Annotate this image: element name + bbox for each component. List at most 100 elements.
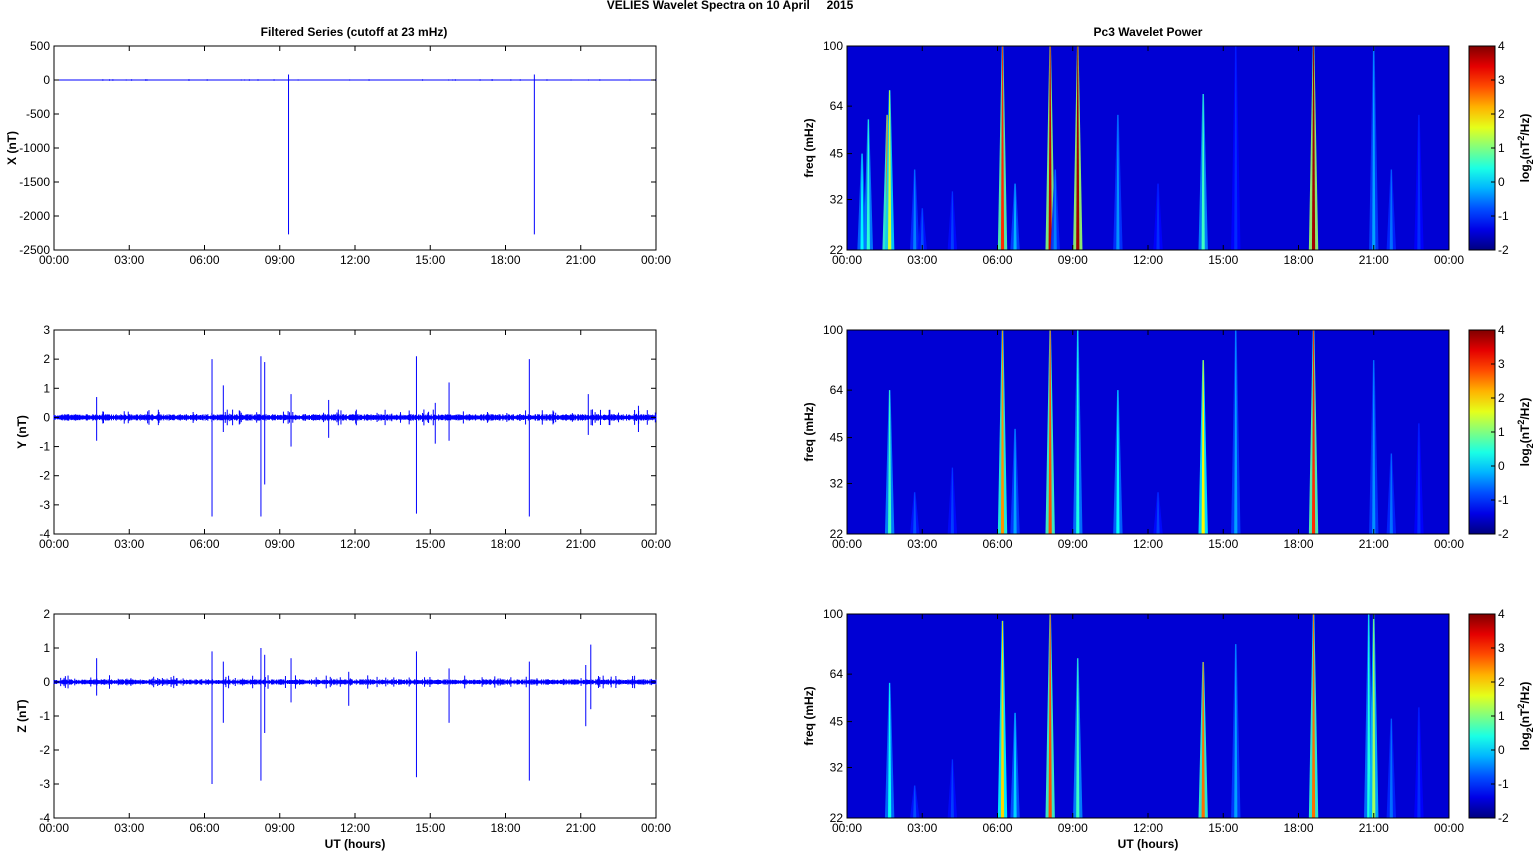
- spectrum-0-colorbar-tick-label: 0: [1498, 175, 1505, 189]
- series-1-y-tick-label: 0: [43, 410, 50, 424]
- series-1-y-axis-label: Y (nT): [15, 415, 29, 449]
- spectrum-0-streak: [1201, 94, 1205, 250]
- spectrum-0-streak: [1234, 46, 1238, 250]
- spectrum-0-streak: [1417, 114, 1421, 250]
- spectrum-1-x-tick-label: 09:00: [1058, 537, 1088, 551]
- spectrum-1-colorbar-label: log2(nT2/Hz): [1516, 398, 1535, 467]
- spectrum-1-colorbar-label-sup: 2: [1516, 420, 1526, 425]
- series-0-x-tick-label: 21:00: [566, 253, 596, 267]
- series-1-x-tick-label: 03:00: [114, 537, 144, 551]
- spectrum-0-streak: [1389, 169, 1393, 250]
- spectrum-0-colorbar-tick-label: 1: [1498, 141, 1505, 155]
- series-1-x-tick-label: 12:00: [340, 537, 370, 551]
- series-2-x-tick-label: 18:00: [490, 821, 520, 835]
- spectrum-0-y-tick-label: 100: [823, 39, 843, 53]
- spectrum-1-colorbar-tick-label: -2: [1498, 527, 1509, 541]
- series-1-y-tick-label: 3: [43, 323, 50, 337]
- spectrum-2-x-tick-label: 06:00: [982, 821, 1012, 835]
- spectrum-2-streak: [1389, 718, 1393, 818]
- spectrum-2-colorbar-tick-label: 0: [1498, 743, 1505, 757]
- spectrum-0-colorbar-tick-label: 3: [1498, 73, 1505, 87]
- series-0-axes-box: [53, 45, 657, 251]
- series-0-x-tick-label: 09:00: [265, 253, 295, 267]
- series-0-y-tick-label: -2000: [19, 209, 50, 223]
- series-2-x-tick-label: 12:00: [340, 821, 370, 835]
- spectrum-0-colorbar-tick-label: 2: [1498, 107, 1505, 121]
- spectrum-1-streak: [950, 467, 954, 534]
- spectrum-0-colorbar-label: log2(nT2/Hz): [1516, 114, 1535, 183]
- spectrum-2-x-tick-label: 00:00: [1434, 821, 1464, 835]
- spectrum-1-streak: [1116, 390, 1120, 534]
- spectrum-1-colorbar-label-part: /Hz): [1518, 398, 1532, 420]
- series-0-x-tick-label: 06:00: [189, 253, 219, 267]
- spectrum-0-streak: [950, 191, 954, 250]
- spectrum-1-background: [847, 330, 1449, 534]
- spectrum-1-streak: [1389, 453, 1393, 534]
- series-0-y-axis-label: X (nT): [5, 131, 19, 165]
- spectrum-2-x-tick-label: 03:00: [907, 821, 937, 835]
- spectrum-1-x-tick-label: 00:00: [832, 537, 862, 551]
- spectrum-2-colorbar-label-part: log: [1518, 732, 1532, 750]
- spectrum-0-streak: [1053, 169, 1057, 250]
- spectrum-2-streak: [1372, 614, 1376, 818]
- spectrum-0-streak: [920, 208, 924, 250]
- series-2-y-axis-label: Z (nT): [15, 699, 29, 732]
- series-2-x-tick-label: 03:00: [114, 821, 144, 835]
- spectrum-2-colorbar-tick-label: -1: [1498, 777, 1509, 791]
- series-1-y-tick-label: 1: [43, 381, 50, 395]
- series-1-y-tick-label: -3: [39, 498, 50, 512]
- spectrum-0-x-tick-label: 21:00: [1359, 253, 1389, 267]
- series-0-y-tick-label: -500: [26, 107, 50, 121]
- series-1-axes-box: [53, 329, 657, 535]
- series-2-x-tick-label: 06:00: [189, 821, 219, 835]
- series-0-y-tick-label: -1500: [19, 175, 50, 189]
- spectrum-0-x-tick-label: 12:00: [1133, 253, 1163, 267]
- spectrum-1-colorbar-tick-label: 2: [1498, 391, 1505, 405]
- spectrum-0-streak: [1076, 46, 1080, 250]
- spectrum-0-colorbar-label-sup: 2: [1516, 136, 1526, 141]
- spectrum-2-x-tick-label: 21:00: [1359, 821, 1389, 835]
- spectrum-0-colorbar-label-part: log: [1518, 164, 1532, 182]
- spectrum-1-streak: [1417, 423, 1421, 534]
- spectrum-1-y-axis-label: freq (mHz): [802, 402, 816, 461]
- spectrum-2-streak: [888, 682, 892, 818]
- spectrum-0-y-tick-label: 32: [830, 193, 844, 207]
- series-0-y-tick-label: -1000: [19, 141, 50, 155]
- spectrum-0-streak: [1013, 183, 1017, 250]
- series-0-x-tick-label: 03:00: [114, 253, 144, 267]
- spectrum-0-colorbar-tick-label: -2: [1498, 243, 1509, 257]
- spectrum-2-y-tick-label: 32: [830, 761, 844, 775]
- series-2-y-tick-label: -3: [39, 777, 50, 791]
- series-0-x-tick-label: 18:00: [490, 253, 520, 267]
- spectrum-2-y-tick-label: 64: [830, 667, 844, 681]
- spectrum-0-colorbar-label-sub: 2: [1525, 159, 1535, 164]
- spectrum-1-streak: [1372, 360, 1376, 534]
- spectrum-1-x-tick-label: 18:00: [1283, 537, 1313, 551]
- spectrum-1-marks: [884, 330, 1424, 534]
- spectrum-1-streak: [1013, 428, 1017, 534]
- series-2-axes-box: [53, 613, 657, 819]
- spectrum-1-colorbar-tick-label: -1: [1498, 493, 1509, 507]
- right-column-title: Pc3 Wavelet Power: [1094, 25, 1203, 39]
- spectrum-1-x-tick-label: 15:00: [1208, 537, 1238, 551]
- spectrum-2-colorbar-label-sub: 2: [1525, 727, 1535, 732]
- series-2-x-tick-label: 21:00: [566, 821, 596, 835]
- spectrum-0-streak: [1311, 46, 1316, 250]
- spectrum-0-streak: [860, 153, 864, 250]
- figure-title: VELIES Wavelet Spectra on 10 April 2015: [607, 0, 854, 12]
- spectrum-0-colorbar-tick-label: -1: [1498, 209, 1509, 223]
- spectrum-2-colorbar-tick-label: -2: [1498, 811, 1509, 825]
- series-2-y-tick-label: 2: [43, 607, 50, 621]
- series-1-y-tick-label: -1: [39, 440, 50, 454]
- spectrum-0-marks: [857, 46, 1424, 250]
- spectrum-0-x-tick-label: 15:00: [1208, 253, 1238, 267]
- series-1-x-tick-label: 06:00: [189, 537, 219, 551]
- spectrum-0-background: [847, 46, 1449, 250]
- spectrum-2-colorbar-tick-label: 2: [1498, 675, 1505, 689]
- series-2-y-tick-label: -1: [39, 709, 50, 723]
- series-1-x-tick-label: 18:00: [490, 537, 520, 551]
- spectrum-1-y-tick-label: 45: [830, 431, 844, 445]
- series-2-y-tick-label: -2: [39, 743, 50, 757]
- left-column-title: Filtered Series (cutoff at 23 mHz): [261, 25, 448, 39]
